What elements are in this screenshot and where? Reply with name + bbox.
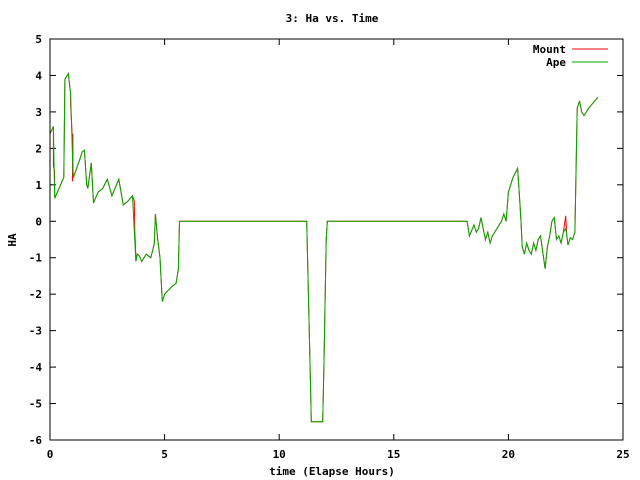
plot-frame <box>49 38 624 441</box>
y-tick-label: 4 <box>35 69 42 82</box>
y-tick-label: -3 <box>29 325 42 338</box>
x-tick-label: 20 <box>502 448 515 461</box>
x-tick-label: 25 <box>616 448 629 461</box>
y-tick-label: 5 <box>35 33 42 46</box>
x-tick-label: 10 <box>273 448 286 461</box>
y-tick-label: 0 <box>35 215 42 228</box>
chart-title: 3: Ha vs. Time <box>286 12 379 25</box>
y-tick-label: 2 <box>35 142 42 155</box>
x-tick-label: 5 <box>161 448 168 461</box>
y-tick-label: -1 <box>29 252 43 265</box>
legend-label-mount: Mount <box>533 43 566 56</box>
y-tick-label: -6 <box>29 434 43 447</box>
legend-label-ape: Ape <box>546 56 566 69</box>
y-axis-title: HA <box>6 233 19 247</box>
y-tick-label: -2 <box>29 288 42 301</box>
y-tick-label: 3 <box>35 106 42 119</box>
y-tick-label: 1 <box>35 179 42 192</box>
x-tick-label: 0 <box>47 448 54 461</box>
y-tick-label: -5 <box>29 398 42 411</box>
legend: Mount Ape <box>533 43 608 69</box>
series-line-ape <box>49 72 599 423</box>
y-tick-label: -4 <box>29 361 43 374</box>
x-axis-title: time (Elapse Hours) <box>269 465 395 478</box>
x-tick-label: 15 <box>387 448 400 461</box>
y-axis-ticks: -6 -5 -4 -3 -2 -1 0 1 2 3 4 5 <box>29 33 623 447</box>
series-layer <box>49 72 599 423</box>
